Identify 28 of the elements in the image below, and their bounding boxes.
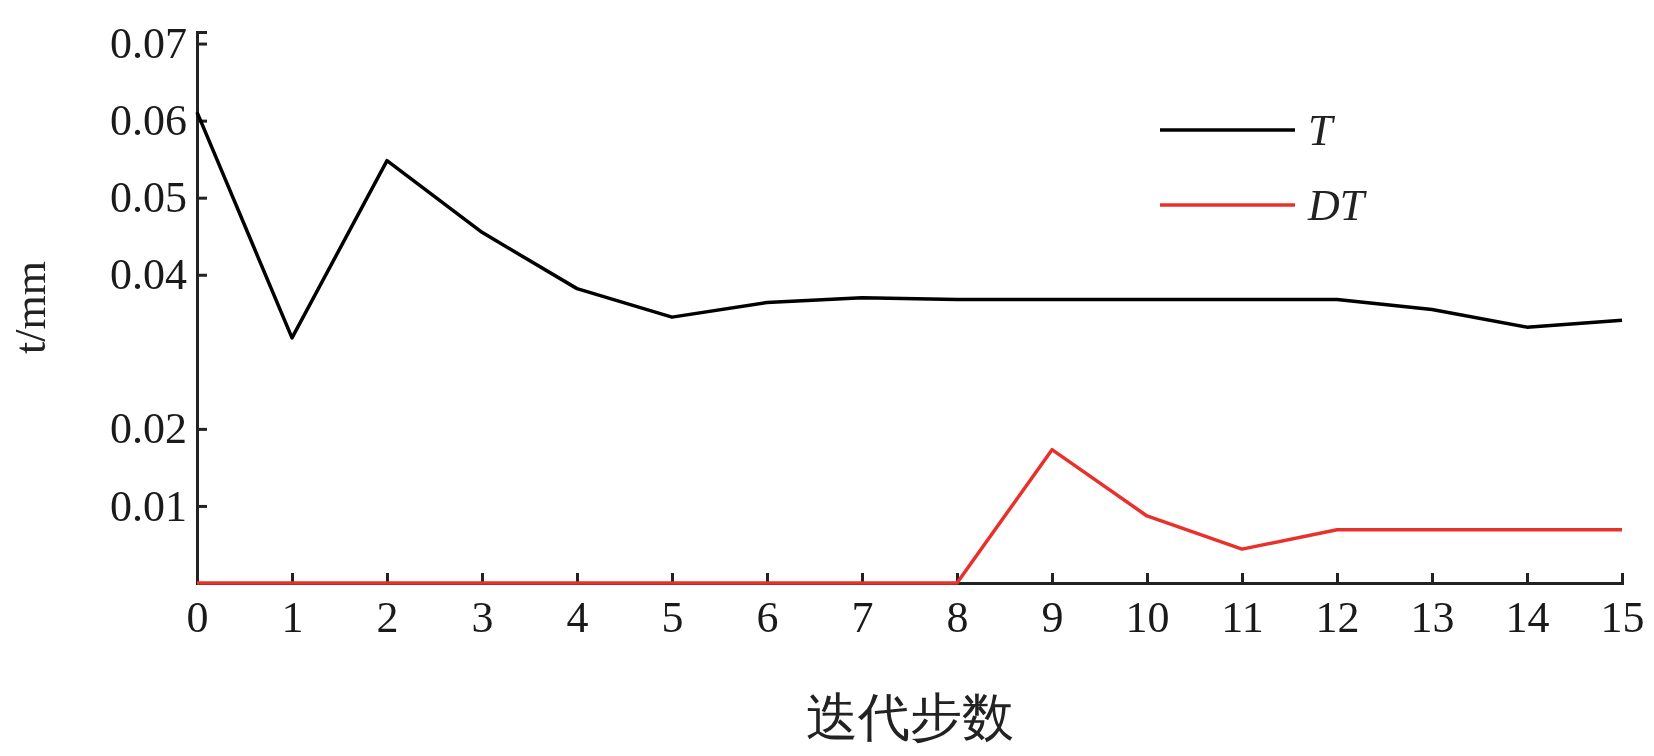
x-tick-label: 14 — [1505, 593, 1550, 643]
x-tick-label: 15 — [1600, 593, 1645, 643]
legend-label: T — [1308, 106, 1336, 155]
x-tick-label: 11 — [1221, 593, 1264, 643]
y-tick-label: 0.05 — [110, 173, 187, 223]
x-tick-label: 12 — [1315, 593, 1360, 643]
x-tick-label: 13 — [1410, 593, 1455, 643]
x-tick-label: 3 — [471, 593, 494, 643]
x-tick-label: 5 — [661, 593, 684, 643]
x-tick-label: 2 — [376, 593, 399, 643]
y-tick-label: 0.02 — [110, 404, 187, 454]
legend-label: DT — [1307, 181, 1368, 230]
y-tick-label: 0.06 — [110, 96, 187, 146]
x-tick-label: 4 — [566, 593, 589, 643]
x-tick-label: 0 — [186, 593, 209, 643]
x-tick-label: 10 — [1125, 593, 1170, 643]
y-tick-label: 0.04 — [110, 250, 187, 300]
line-series — [195, 447, 1624, 585]
x-tick-label: 7 — [851, 593, 874, 643]
x-tick-label: 9 — [1041, 593, 1064, 643]
y-axis-title: t/mm — [6, 261, 55, 354]
x-tick-label: 6 — [756, 593, 779, 643]
y-tick-label: 0.07 — [110, 19, 187, 69]
line-series — [195, 110, 1624, 340]
x-tick-label: 8 — [946, 593, 969, 643]
x-axis-title: 迭代步数 — [805, 689, 1014, 746]
x-tick-label: 1 — [281, 593, 304, 643]
y-tick-label: 0.01 — [110, 481, 187, 531]
